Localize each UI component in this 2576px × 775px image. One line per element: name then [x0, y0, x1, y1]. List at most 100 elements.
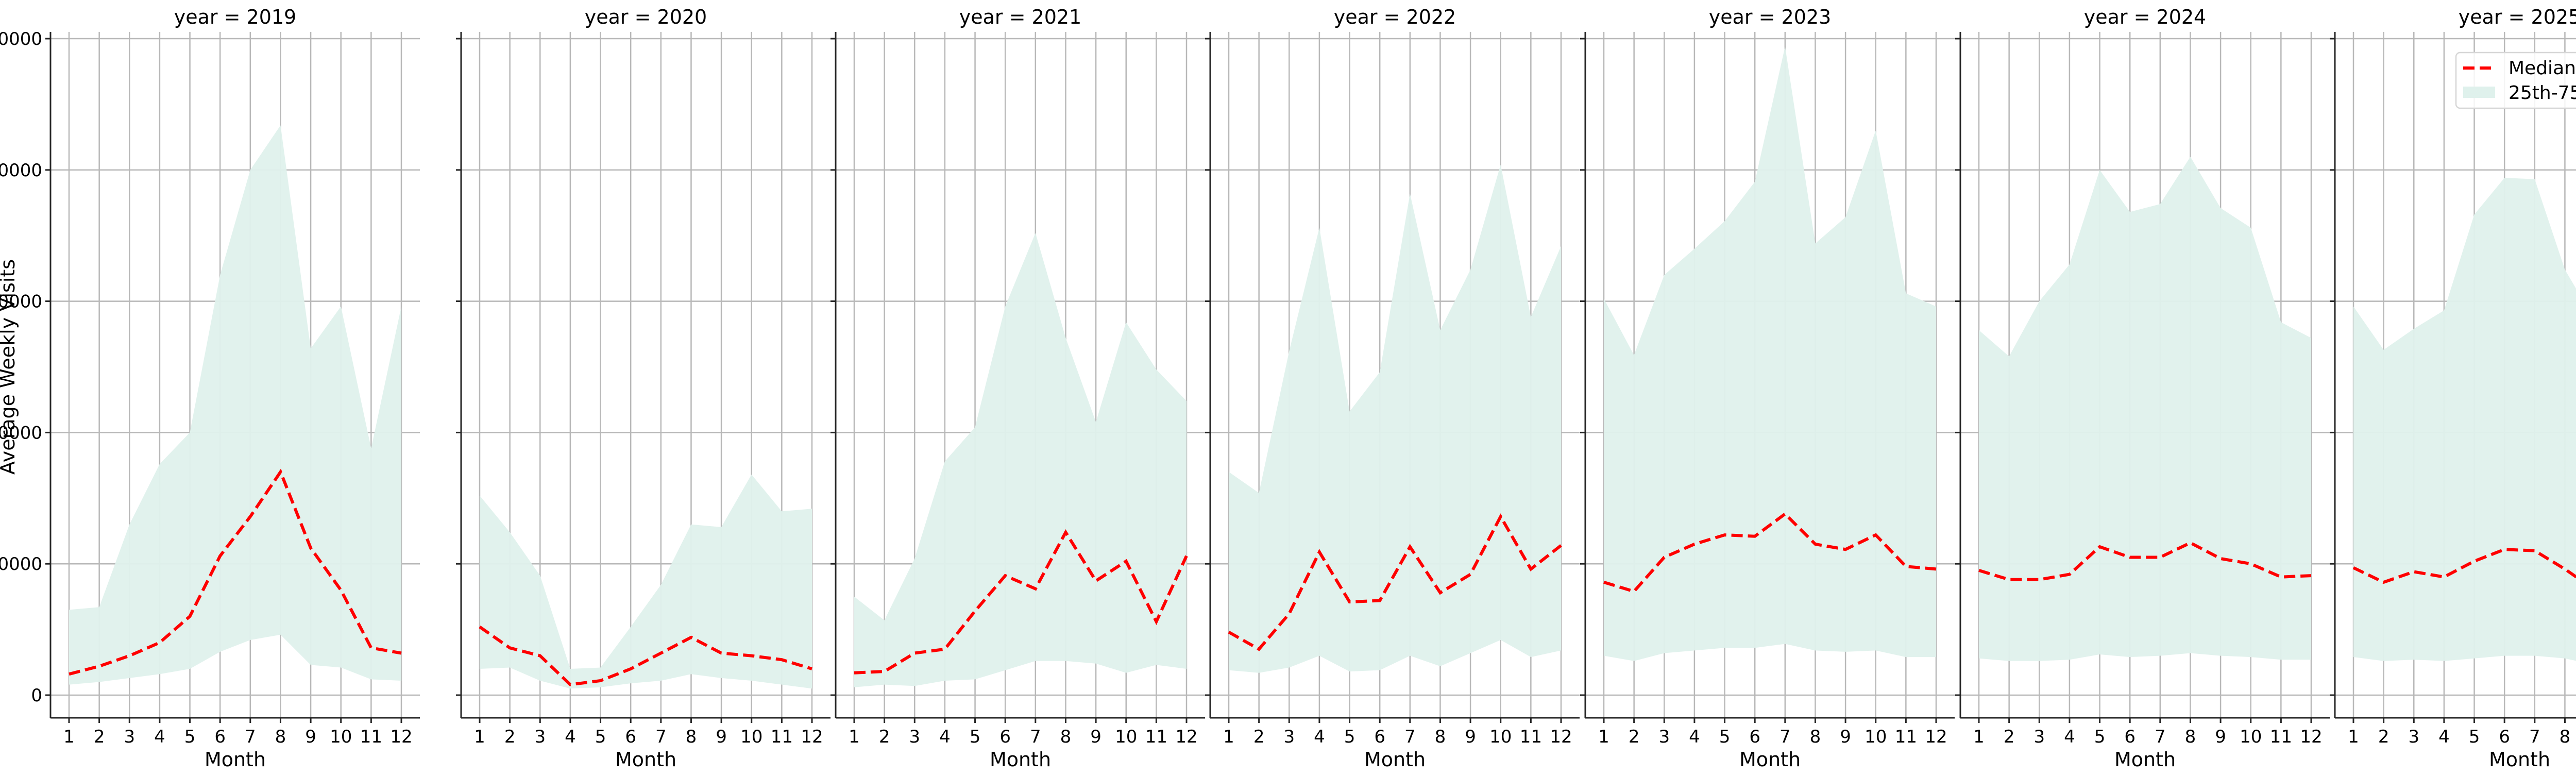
x-tick-label: 1 [63, 727, 75, 747]
x-tick-label: 11 [771, 727, 793, 747]
x-tick-label: 11 [1145, 727, 1167, 747]
facet-panels: 0500001000001500002000002500001234567891… [0, 6, 2576, 771]
x-tick-label: 10 [330, 727, 352, 747]
x-tick-label: 2 [2378, 727, 2389, 747]
median-line [2352, 548, 2576, 584]
x-tick-label: 11 [360, 727, 382, 747]
x-tick-label: 1 [1598, 727, 1609, 747]
x-tick-label: 10 [1489, 727, 1512, 747]
x-tick-label: 1 [849, 727, 860, 747]
x-tick-label: 10 [2240, 727, 2262, 747]
x-tick-label: 5 [2469, 727, 2480, 747]
x-tick-label: 9 [2215, 727, 2226, 747]
x-tick-label: 4 [939, 727, 951, 747]
x-axis-label: Month [2114, 748, 2176, 771]
median-line [1603, 512, 1937, 594]
x-tick-label: 9 [1840, 727, 1851, 747]
x-tick-label: 3 [1658, 727, 1670, 747]
x-tick-label: 11 [2270, 727, 2292, 747]
x-tick-label: 11 [1895, 727, 1917, 747]
x-tick-label: 7 [2155, 727, 2166, 747]
panel-title: year = 2020 [585, 6, 707, 28]
x-tick-label: 10 [1115, 727, 1137, 747]
x-axis-label: Month [1364, 748, 1426, 771]
x-tick-label: 10 [740, 727, 762, 747]
facet-panel-2019: 0500001000001500002000002500001234567891… [0, 6, 420, 771]
x-tick-label: 1 [1223, 727, 1234, 747]
x-tick-label: 4 [2438, 727, 2450, 747]
x-tick-label: 10 [1865, 727, 1887, 747]
x-tick-label: 12 [1175, 727, 1197, 747]
x-tick-label: 9 [1090, 727, 1101, 747]
percentile-band [1604, 46, 1936, 661]
y-tick-label: 250000 [0, 29, 42, 49]
x-tick-label: 7 [655, 727, 667, 747]
x-tick-label: 6 [625, 727, 636, 747]
panel-title: year = 2022 [1334, 6, 1456, 28]
x-tick-label: 6 [2499, 727, 2510, 747]
x-tick-label: 2 [879, 727, 890, 747]
panel-title: year = 2023 [1709, 6, 1831, 28]
x-tick-label: 4 [1689, 727, 1700, 747]
x-tick-label: 9 [716, 727, 727, 747]
median-line [1978, 541, 2312, 581]
x-tick-label: 9 [1465, 727, 1476, 747]
panel-title: year = 2019 [174, 6, 296, 28]
x-tick-label: 12 [1550, 727, 1572, 747]
x-axis-label: Month [205, 748, 266, 771]
x-tick-label: 7 [1780, 727, 1791, 747]
x-tick-label: 7 [2529, 727, 2540, 747]
y-tick-label: 150000 [0, 292, 42, 312]
percentile-band [480, 474, 812, 689]
panel-title: year = 2025 [2459, 6, 2576, 28]
x-tick-label: 2 [504, 727, 516, 747]
x-tick-label: 3 [534, 727, 546, 747]
x-tick-label: 5 [184, 727, 196, 747]
x-tick-label: 8 [2560, 727, 2571, 747]
x-tick-label: 12 [801, 727, 823, 747]
panel-title: year = 2024 [2084, 6, 2206, 28]
x-tick-label: 8 [2185, 727, 2196, 747]
x-tick-label: 1 [1973, 727, 1985, 747]
legend-band-label: 25th-75th Percentile [2509, 82, 2576, 104]
x-tick-label: 2 [2004, 727, 2015, 747]
x-tick-label: 7 [245, 727, 256, 747]
x-tick-label: 12 [390, 727, 412, 747]
panel-title: year = 2021 [959, 6, 1081, 28]
legend: Median 25th-75th Percentile [2455, 52, 2576, 109]
x-tick-label: 6 [2124, 727, 2136, 747]
percentile-band [854, 233, 1187, 687]
x-tick-label: 6 [1374, 727, 1385, 747]
x-tick-label: 8 [1435, 727, 1446, 747]
y-tick-label: 0 [31, 685, 42, 706]
y-axis-label: Average Weekly Visits [0, 259, 19, 475]
x-tick-label: 5 [595, 727, 606, 747]
x-tick-label: 5 [1719, 727, 1731, 747]
x-axis-label: Month [2489, 748, 2550, 771]
x-axis-label: Month [1739, 748, 1801, 771]
x-tick-label: 7 [1404, 727, 1416, 747]
median-line [479, 626, 812, 686]
x-tick-label: 12 [1925, 727, 1947, 747]
x-tick-label: 12 [2300, 727, 2322, 747]
x-tick-label: 9 [305, 727, 316, 747]
y-tick-label: 200000 [0, 160, 42, 181]
x-tick-label: 4 [1314, 727, 1325, 747]
x-tick-label: 8 [1810, 727, 1821, 747]
median-line [1228, 513, 1562, 651]
x-tick-label: 11 [1520, 727, 1542, 747]
y-tick-label: 100000 [0, 423, 42, 443]
x-tick-label: 8 [686, 727, 697, 747]
legend-median-label: Median [2509, 58, 2576, 79]
x-tick-label: 5 [970, 727, 981, 747]
x-tick-label: 7 [1030, 727, 1041, 747]
x-tick-label: 8 [275, 727, 286, 747]
y-tick-label: 50000 [0, 554, 42, 575]
x-tick-label: 3 [2408, 727, 2419, 747]
